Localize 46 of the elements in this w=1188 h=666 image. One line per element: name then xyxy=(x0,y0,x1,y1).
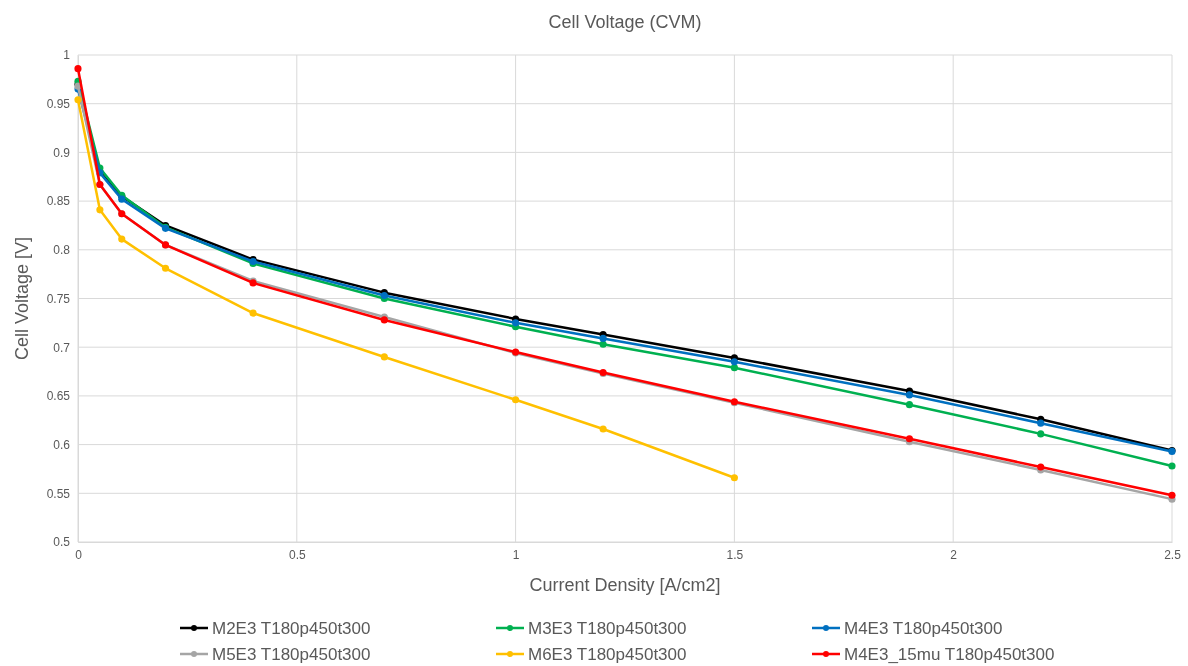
y-tick-label: 0.75 xyxy=(46,291,71,306)
chart-title: Cell Voltage (CVM) xyxy=(548,12,702,32)
point xyxy=(730,358,738,366)
point xyxy=(730,364,738,372)
x-tick-label: 2.5 xyxy=(1164,547,1182,562)
point xyxy=(599,425,607,433)
legend-label: M4E3 T180p450t300 xyxy=(844,619,1003,638)
y-tick-label: 0.55 xyxy=(46,486,71,501)
y-tick-label: 0.85 xyxy=(46,194,71,209)
point xyxy=(249,309,257,317)
y-tick-label: 0.65 xyxy=(46,389,71,404)
point xyxy=(1037,430,1045,438)
y-tick-label: 0.6 xyxy=(53,437,71,452)
point xyxy=(118,235,126,243)
point xyxy=(74,65,82,73)
x-tick-label: 0.5 xyxy=(288,547,306,562)
x-axis-title: Current Density [A/cm2] xyxy=(529,575,721,595)
point xyxy=(730,474,738,482)
y-tick-label: 0.5 xyxy=(53,535,71,550)
legend-label: M3E3 T180p450t300 xyxy=(528,619,687,638)
point xyxy=(512,396,520,404)
point xyxy=(1168,462,1176,470)
point xyxy=(905,401,914,409)
y-axis-title: Cell Voltage [V] xyxy=(12,236,32,361)
point xyxy=(74,96,82,104)
legend-label: M2E3 T180p450t300 xyxy=(212,619,371,638)
legend-label: M4E3_15mu T180p450t300 xyxy=(844,645,1055,664)
x-tick-label: 1.5 xyxy=(726,547,744,562)
point xyxy=(599,340,607,348)
point xyxy=(905,391,914,399)
x-tick-label: 2 xyxy=(950,547,958,562)
point xyxy=(1168,491,1176,499)
legend-label: M5E3 T180p450t300 xyxy=(212,645,371,664)
point xyxy=(380,353,388,361)
legend-label: M6E3 T180p450t300 xyxy=(528,645,687,664)
y-tick-label: 0.7 xyxy=(53,340,71,355)
x-tick-label: 0 xyxy=(75,547,83,562)
point xyxy=(512,319,520,327)
y-tick-label: 0.95 xyxy=(46,97,71,112)
point xyxy=(1037,419,1045,427)
point xyxy=(96,206,104,214)
y-tick-label: 0.9 xyxy=(53,145,71,160)
y-tick-label: 1 xyxy=(63,48,71,63)
y-tick-label: 0.8 xyxy=(53,243,71,258)
point xyxy=(161,264,170,272)
x-tick-label: 1 xyxy=(512,547,520,562)
